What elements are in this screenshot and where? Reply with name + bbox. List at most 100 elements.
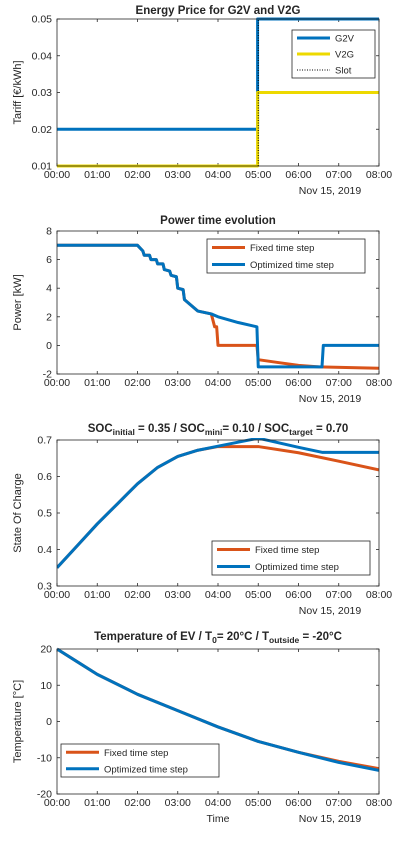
y-tick-label: -10: [37, 752, 52, 764]
x-tick-label: 00:00: [44, 589, 70, 601]
y-tick-label: 0.02: [32, 124, 53, 136]
x-tick-label: 07:00: [326, 797, 352, 809]
axes-box: [56, 230, 380, 375]
x-tick-label: 03:00: [165, 169, 191, 181]
y-tick-label: 6: [46, 254, 52, 266]
date-label: Nov 15, 2019: [299, 605, 362, 617]
y-axis-label: State Of Charge: [12, 473, 24, 553]
x-tick-label: 07:00: [326, 169, 352, 181]
chart-panel-4: Temperature of EV / T0= 20°C / Toutside …: [12, 631, 392, 825]
y-tick-label: -2: [43, 369, 52, 381]
chart-panel-2: Power time evolution -2 0 2 4 6 8 00:00 01:00 02:…: [12, 215, 392, 405]
legend-entry-label: Optimized time step: [250, 260, 334, 271]
date-label: Nov 15, 2019: [299, 185, 362, 197]
legend-entry-label: Slot: [335, 66, 352, 77]
y-tick-label: 0: [46, 716, 52, 728]
y-tick-label: 0: [46, 340, 52, 352]
y-axis-label: Temperature [°C]: [12, 680, 24, 763]
y-tick-label: 8: [46, 226, 52, 238]
y-tick-label: 0.01: [32, 161, 53, 173]
x-tick-label: 04:00: [205, 377, 231, 389]
x-tick-label: 00:00: [44, 169, 70, 181]
chart-title: SOCinitial = 0.35 / SOCmini= 0.10 / SOCt…: [88, 423, 349, 437]
y-tick-label: -20: [37, 789, 52, 801]
series-group: [57, 438, 379, 569]
y-tick-label: 4: [46, 283, 52, 295]
x-tick-label: 02:00: [124, 169, 150, 181]
x-tick-label: 05:00: [245, 169, 271, 181]
legend-entry-label: Fixed time step: [104, 748, 168, 759]
x-tick-label: 01:00: [84, 377, 110, 389]
legend-box: [211, 540, 371, 576]
x-tick-label: 02:00: [124, 797, 150, 809]
x-axis-label: Time: [207, 813, 230, 825]
y-tick-label: 0.3: [37, 581, 52, 593]
chart-title: Power time evolution: [160, 215, 276, 227]
legend-box: [206, 238, 366, 274]
chart-panel-3: SOCinitial = 0.35 / SOCmini= 0.10 / SOCt…: [12, 423, 392, 617]
x-tick-label: 07:00: [326, 589, 352, 601]
x-tick-label: 04:00: [205, 797, 231, 809]
y-tick-label: 20: [40, 644, 52, 656]
x-tick-label: 01:00: [84, 589, 110, 601]
x-tick-label: 08:00: [366, 169, 392, 181]
y-tick-label: 0.03: [32, 87, 53, 99]
y-tick-label: 10: [40, 680, 52, 692]
legend-entry-label: Optimized time step: [104, 764, 188, 775]
x-tick-label: 05:00: [245, 377, 271, 389]
x-tick-label: 08:00: [366, 589, 392, 601]
axes-box: [56, 439, 380, 587]
x-tick-label: 03:00: [165, 377, 191, 389]
series-group: [57, 243, 379, 370]
series-line-optimized-time-step: [57, 647, 379, 772]
x-tick-label: 05:00: [245, 589, 271, 601]
x-tick-label: 06:00: [285, 169, 311, 181]
chart-panel-1: Energy Price for G2V and V2G 0.01 0.02 0.03…: [12, 5, 392, 197]
x-tick-label: 05:00: [245, 797, 271, 809]
y-tick-label: 0.5: [37, 508, 52, 520]
x-tick-label: 06:00: [285, 377, 311, 389]
chart-title: Temperature of EV / T0= 20°C / Toutside …: [94, 631, 342, 645]
legend-entry-label: G2V: [335, 34, 355, 45]
x-tick-label: 06:00: [285, 797, 311, 809]
date-label: Nov 15, 2019: [299, 813, 362, 825]
series-line-optimized-time-step: [57, 438, 379, 569]
series-line-optimized-time-step: [57, 243, 379, 369]
x-tick-label: 01:00: [84, 797, 110, 809]
y-axis-label: Power [kW]: [12, 274, 24, 330]
legend: G2V V2G Slot: [291, 29, 376, 79]
y-tick-label: 0.4: [37, 544, 52, 556]
x-tick-label: 01:00: [84, 169, 110, 181]
y-tick-label: 0.05: [32, 14, 53, 26]
x-tick-label: 06:00: [285, 589, 311, 601]
axes-box: [56, 18, 380, 167]
legend-entry-label: V2G: [335, 50, 354, 61]
x-tick-label: 07:00: [326, 377, 352, 389]
legend-entry-label: Fixed time step: [255, 545, 319, 556]
date-label: Nov 15, 2019: [299, 393, 362, 405]
x-tick-label: 03:00: [165, 797, 191, 809]
legend-box: [60, 743, 220, 778]
series-group: [57, 647, 379, 772]
x-tick-label: 08:00: [366, 377, 392, 389]
x-tick-label: 04:00: [205, 169, 231, 181]
chart-title: Energy Price for G2V and V2G: [136, 5, 301, 17]
x-tick-label: 00:00: [44, 377, 70, 389]
y-tick-label: 0.04: [32, 50, 53, 62]
y-tick-label: 0.7: [37, 435, 52, 447]
legend-entry-label: Optimized time step: [255, 562, 339, 573]
legend-entry-label: Fixed time step: [250, 243, 314, 254]
legend: Fixed time step Optimized time step: [211, 540, 371, 576]
x-tick-label: 02:00: [124, 589, 150, 601]
legend: Fixed time step Optimized time step: [60, 743, 220, 778]
x-tick-label: 03:00: [165, 589, 191, 601]
x-tick-label: 00:00: [44, 797, 70, 809]
legend: Fixed time step Optimized time step: [206, 238, 366, 274]
x-tick-label: 08:00: [366, 797, 392, 809]
y-tick-label: 0.6: [37, 471, 52, 483]
x-tick-label: 04:00: [205, 589, 231, 601]
y-axis-label: Tariff [€/kWh]: [12, 61, 24, 125]
x-tick-label: 02:00: [124, 377, 150, 389]
